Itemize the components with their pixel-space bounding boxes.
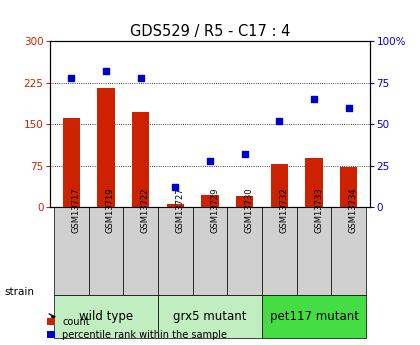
- Title: GDS529 / R5 - C17 : 4: GDS529 / R5 - C17 : 4: [130, 24, 290, 39]
- Text: GSM13730: GSM13730: [245, 187, 254, 233]
- Bar: [262, 207, 297, 295]
- Text: pet117 mutant: pet117 mutant: [270, 310, 359, 323]
- Bar: [158, 207, 193, 295]
- Text: GSM13717: GSM13717: [71, 187, 80, 233]
- Text: wild type: wild type: [79, 310, 133, 323]
- Point: [276, 118, 283, 124]
- Point: [68, 75, 75, 81]
- Bar: [201, 195, 219, 207]
- Bar: [297, 207, 331, 295]
- Point: [172, 184, 178, 190]
- Bar: [262, 295, 366, 338]
- Text: GSM13727: GSM13727: [175, 187, 184, 233]
- Text: GSM13734: GSM13734: [349, 187, 358, 233]
- Bar: [236, 196, 253, 207]
- Bar: [89, 207, 123, 295]
- Bar: [340, 167, 357, 207]
- Bar: [167, 204, 184, 207]
- Text: grx5 mutant: grx5 mutant: [173, 310, 247, 323]
- Bar: [331, 207, 366, 295]
- Bar: [271, 164, 288, 207]
- Point: [345, 105, 352, 110]
- Point: [241, 151, 248, 157]
- Point: [137, 75, 144, 81]
- Text: GSM13732: GSM13732: [279, 187, 289, 233]
- Bar: [158, 295, 262, 338]
- Bar: [97, 88, 115, 207]
- Bar: [123, 207, 158, 295]
- Bar: [193, 207, 227, 295]
- Text: GSM13733: GSM13733: [314, 187, 323, 233]
- Text: strain: strain: [4, 287, 34, 296]
- Text: GSM13719: GSM13719: [106, 187, 115, 233]
- Bar: [54, 207, 89, 295]
- Text: GSM13722: GSM13722: [141, 187, 150, 233]
- Bar: [305, 158, 323, 207]
- Text: GSM13729: GSM13729: [210, 187, 219, 233]
- Bar: [132, 112, 149, 207]
- Legend: count, percentile rank within the sample: count, percentile rank within the sample: [47, 317, 227, 340]
- Point: [207, 158, 213, 164]
- Point: [102, 68, 109, 74]
- Point: [311, 97, 318, 102]
- Bar: [54, 295, 158, 338]
- Bar: [63, 118, 80, 207]
- Bar: [227, 207, 262, 295]
